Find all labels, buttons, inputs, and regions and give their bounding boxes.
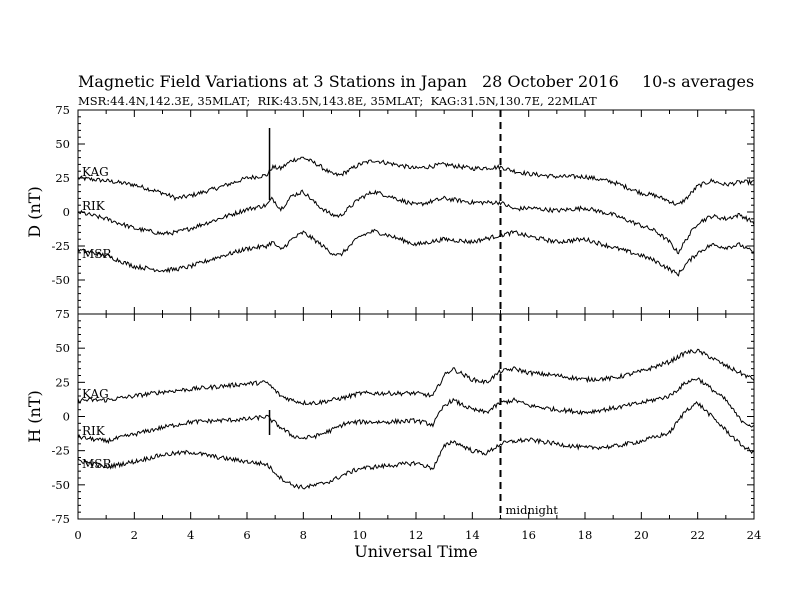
series-label-h-rik: RIK [82, 424, 106, 438]
x-tick-label: 14 [465, 528, 480, 542]
y-tick-label-d: -50 [51, 273, 70, 287]
y-tick-label-h: -25 [51, 444, 70, 458]
y-tick-label-h: -75 [51, 512, 70, 526]
y-tick-label-d: 75 [55, 103, 70, 117]
y-tick-label-h: -50 [51, 478, 70, 492]
chart-averaging: 10-s averages [642, 72, 755, 91]
y-tick-label-d: -25 [51, 239, 70, 253]
x-tick-label: 8 [300, 528, 307, 542]
y-tick-label-d: 50 [55, 137, 70, 151]
series-line-d-rik [77, 189, 755, 255]
x-tick-label: 20 [634, 528, 649, 542]
x-tick-label: 16 [521, 528, 536, 542]
series-line-d-kag [77, 156, 755, 206]
y-tick-label-d: 0 [63, 205, 70, 219]
x-tick-label: 0 [74, 528, 81, 542]
x-axis-label: Universal Time [354, 542, 477, 561]
series-label-h-kag: KAG [82, 387, 109, 401]
series-line-h-rik [77, 377, 755, 445]
y-tick-label-h: 75 [55, 307, 70, 321]
x-tick-label: 18 [578, 528, 593, 542]
y-tick-label-h: 50 [55, 341, 70, 355]
y-tick-label-h: 25 [55, 375, 70, 389]
series-label-h-msr: MSR [82, 457, 113, 471]
chart-date: 28 October 2016 [482, 72, 619, 91]
chart-title: Magnetic Field Variations at 3 Stations … [78, 72, 467, 91]
x-tick-label: 4 [187, 528, 194, 542]
panel-frame-d [77, 109, 755, 315]
series-label-d-msr: MSR [82, 247, 113, 261]
x-tick-label: 6 [243, 528, 250, 542]
station-info: MSR:44.4N,142.3E, 35MLAT; RIK:43.5N,143.… [78, 94, 597, 108]
x-tick-label: 10 [352, 528, 367, 542]
x-tick-label: 2 [131, 528, 138, 542]
midnight-label: midnight [506, 503, 559, 517]
y-axis-label-h: H (nT) [25, 390, 44, 443]
series-label-d-kag: KAG [82, 165, 109, 179]
series-line-d-msr [77, 228, 755, 277]
x-tick-label: 22 [690, 528, 705, 542]
panel-frame-h [77, 313, 755, 520]
series-line-h-kag [77, 348, 755, 406]
y-axis-label-d: D (nT) [25, 186, 44, 237]
x-tick-label: 12 [409, 528, 424, 542]
series-label-d-rik: RIK [82, 199, 106, 213]
series-line-h-msr [77, 400, 755, 490]
y-tick-label-d: 25 [55, 171, 70, 185]
y-tick-label-h: 0 [63, 410, 70, 424]
x-tick-label: 24 [747, 528, 762, 542]
